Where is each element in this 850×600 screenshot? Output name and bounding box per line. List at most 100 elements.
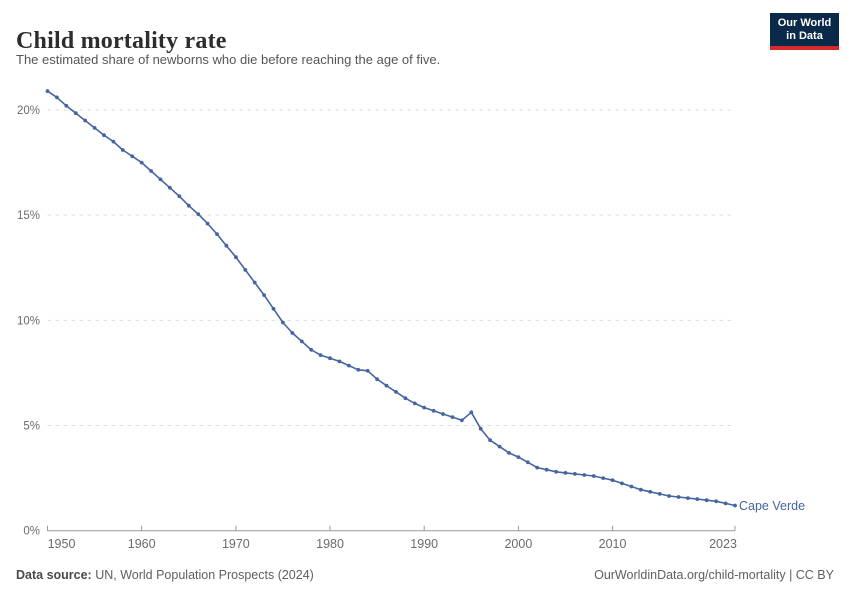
data-point[interactable] <box>704 498 709 503</box>
chart-footer: Data source: UN, World Population Prospe… <box>16 568 834 582</box>
data-point[interactable] <box>149 169 154 173</box>
data-point[interactable] <box>356 367 361 372</box>
data-point[interactable] <box>196 212 201 217</box>
data-point[interactable] <box>130 154 135 159</box>
data-point[interactable] <box>657 492 662 496</box>
data-point[interactable] <box>686 496 690 500</box>
data-point[interactable] <box>262 293 266 297</box>
data-point[interactable] <box>328 356 332 361</box>
data-point[interactable] <box>422 405 427 410</box>
data-point[interactable] <box>733 503 737 508</box>
data-point[interactable] <box>582 473 587 477</box>
data-point[interactable] <box>460 418 464 423</box>
data-point[interactable] <box>478 426 483 431</box>
x-axis-label: 1970 <box>222 537 250 551</box>
data-point[interactable] <box>205 221 210 226</box>
data-point[interactable] <box>299 339 304 344</box>
data-point[interactable] <box>309 347 314 352</box>
data-point[interactable] <box>45 89 50 93</box>
data-point[interactable] <box>723 501 728 506</box>
data-source-text: UN, World Population Prospects (2024) <box>91 568 314 582</box>
data-point[interactable] <box>412 401 417 406</box>
owid-logo-line2: in Data <box>786 30 823 42</box>
data-point[interactable] <box>318 353 323 357</box>
data-point[interactable] <box>55 95 59 100</box>
y-axis-label: 20% <box>17 105 40 117</box>
data-point[interactable] <box>525 460 530 465</box>
data-point[interactable] <box>290 331 295 335</box>
x-axis-label: 1990 <box>410 537 438 551</box>
x-axis-label: 2010 <box>599 537 627 551</box>
data-source: Data source: UN, World Population Prospe… <box>16 568 314 582</box>
series-line[interactable] <box>47 90 736 507</box>
data-point[interactable] <box>271 306 276 311</box>
data-point[interactable] <box>158 177 163 182</box>
data-point[interactable] <box>629 484 634 489</box>
x-axis-label: 1980 <box>316 537 344 551</box>
data-point[interactable] <box>120 148 125 152</box>
data-point[interactable] <box>281 320 285 325</box>
data-point[interactable] <box>469 410 474 415</box>
data-point[interactable] <box>394 390 398 394</box>
page-title: Child mortality rate <box>16 28 227 55</box>
x-axis-label: 1960 <box>128 537 156 551</box>
data-point[interactable] <box>224 243 229 248</box>
data-point[interactable] <box>695 497 700 501</box>
data-point[interactable] <box>573 472 577 476</box>
x-axis-label: 2023 <box>709 537 737 551</box>
data-point[interactable] <box>347 363 351 368</box>
data-point[interactable] <box>488 438 492 443</box>
data-point[interactable] <box>83 118 88 123</box>
data-source-label: Data source: <box>16 568 92 582</box>
data-point[interactable] <box>186 203 191 208</box>
data-point[interactable] <box>601 476 606 480</box>
data-point[interactable] <box>676 495 681 499</box>
data-point[interactable] <box>591 474 596 478</box>
data-point[interactable] <box>648 489 653 494</box>
data-point[interactable] <box>667 494 671 498</box>
data-point[interactable] <box>111 139 116 144</box>
data-point[interactable] <box>102 133 106 138</box>
data-point[interactable] <box>638 487 643 492</box>
data-point[interactable] <box>441 412 445 416</box>
data-point[interactable] <box>337 359 342 364</box>
data-point[interactable] <box>252 280 257 285</box>
data-point[interactable] <box>714 499 719 504</box>
data-point[interactable] <box>563 471 568 475</box>
data-point[interactable] <box>73 111 78 116</box>
y-axis-label: 0% <box>23 526 40 538</box>
data-point[interactable] <box>450 415 455 419</box>
data-point[interactable] <box>92 126 97 130</box>
y-axis-label: 10% <box>17 315 40 327</box>
data-point[interactable] <box>403 396 408 401</box>
data-point[interactable] <box>234 255 238 260</box>
data-point[interactable] <box>64 103 69 108</box>
data-point[interactable] <box>535 465 540 470</box>
data-point[interactable] <box>139 160 144 165</box>
owid-logo[interactable]: Our World in Data <box>770 13 839 50</box>
data-point[interactable] <box>375 377 379 382</box>
data-point[interactable] <box>620 481 624 486</box>
data-point[interactable] <box>516 455 521 459</box>
y-axis-label: 5% <box>23 421 40 433</box>
data-point[interactable] <box>215 232 219 237</box>
data-point[interactable] <box>365 368 370 373</box>
citation-link[interactable]: OurWorldinData.org/child-mortality | CC … <box>594 568 834 582</box>
data-point[interactable] <box>554 469 558 474</box>
x-axis-label: 1950 <box>48 537 76 551</box>
data-point[interactable] <box>544 467 549 472</box>
data-point[interactable] <box>168 185 172 190</box>
chart-subtitle: The estimated share of newborns who die … <box>16 52 441 67</box>
data-point[interactable] <box>384 383 389 388</box>
y-axis-label: 15% <box>17 210 40 222</box>
data-point[interactable] <box>507 451 511 455</box>
entity-label: Cape Verde <box>739 499 805 513</box>
x-axis-label: 2000 <box>504 537 532 551</box>
data-point[interactable] <box>243 268 248 272</box>
data-point[interactable] <box>431 408 436 413</box>
data-point[interactable] <box>177 194 182 199</box>
data-point[interactable] <box>610 478 615 483</box>
data-point[interactable] <box>497 444 502 449</box>
